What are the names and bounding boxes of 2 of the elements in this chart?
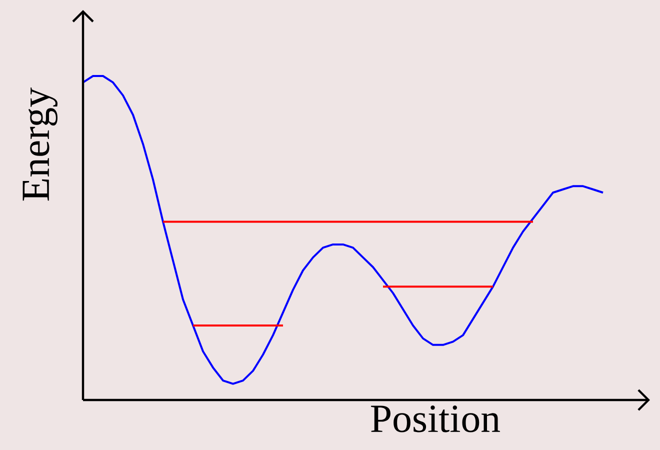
x-axis-title: Position (371, 406, 500, 432)
y-axis-title: Energy (22, 88, 58, 201)
